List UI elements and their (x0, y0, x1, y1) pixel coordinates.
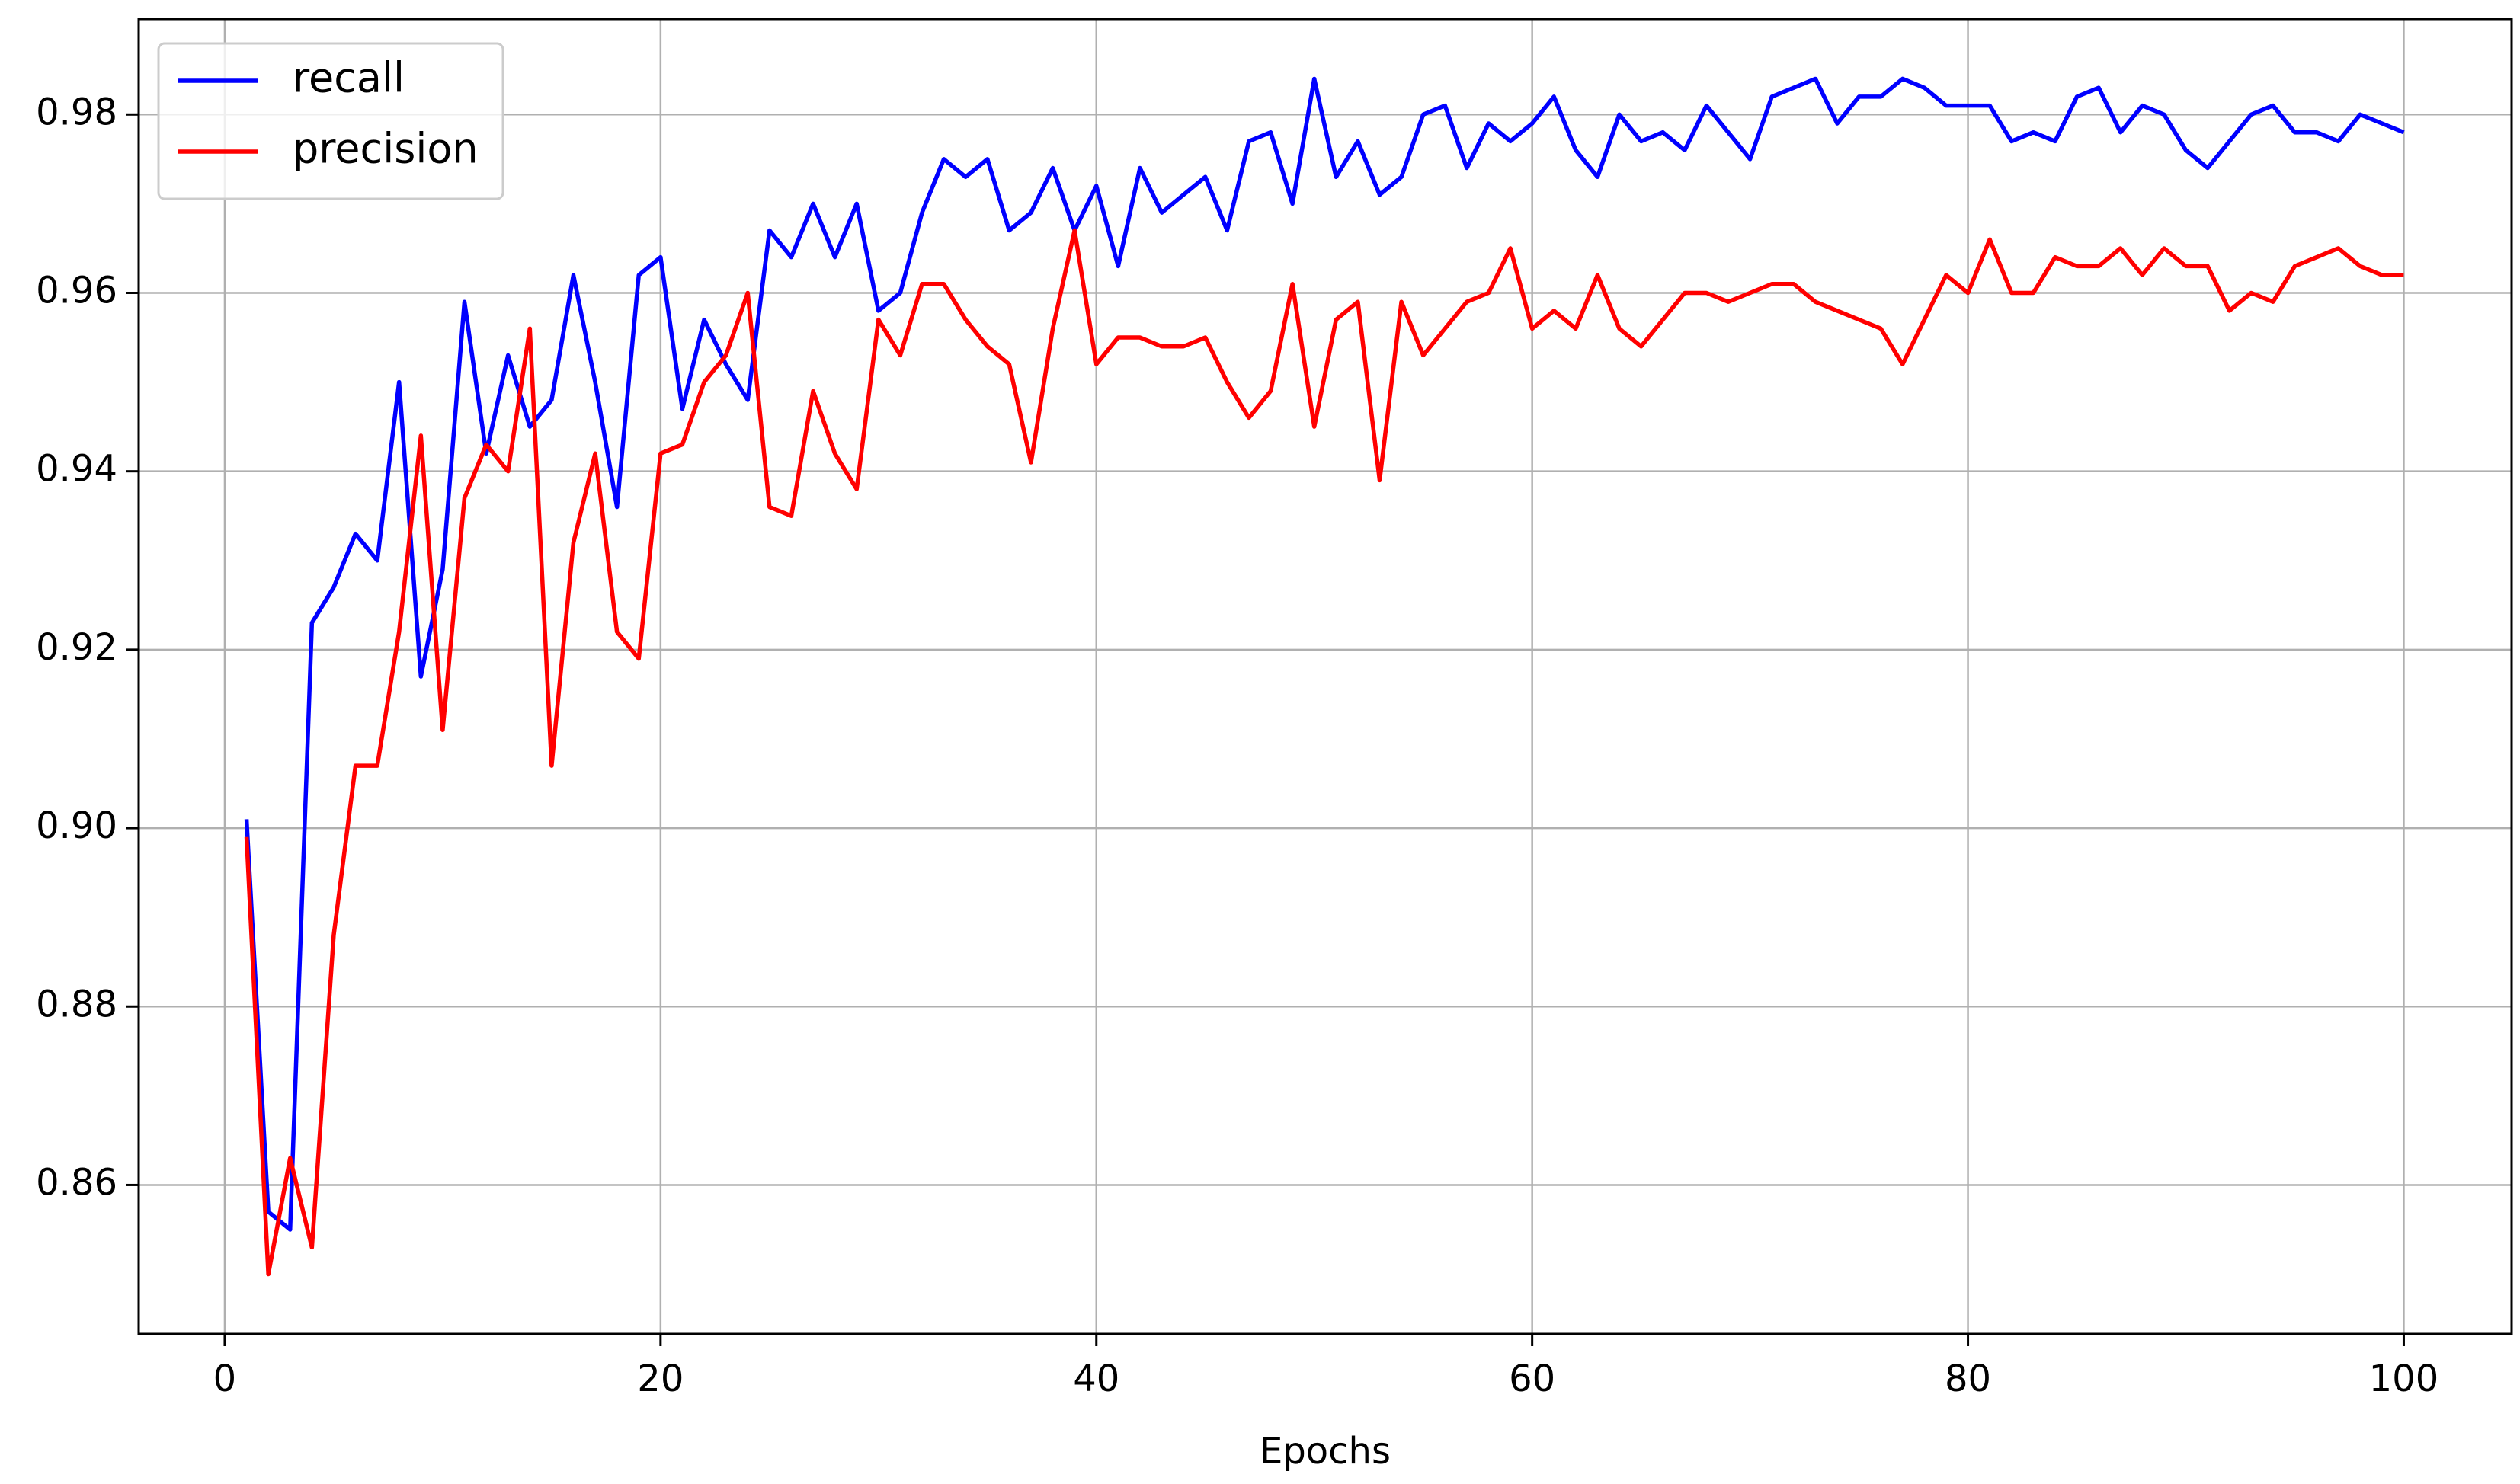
series-line (244, 228, 2404, 1277)
plot-lines (244, 76, 2405, 1277)
x-tick-label: 100 (2369, 1358, 2439, 1400)
legend-label: precision (293, 125, 479, 173)
y-tick-label: 0.92 (36, 626, 117, 669)
x-tick-label: 0 (213, 1358, 237, 1400)
legend-label: recall (293, 54, 405, 102)
x-tick-label: 40 (1073, 1358, 1119, 1400)
plot-frame (137, 18, 2513, 1335)
x-tick-label: 80 (1945, 1358, 1991, 1400)
y-tick-label: 0.86 (36, 1161, 117, 1204)
y-tick-label: 0.98 (36, 91, 117, 133)
y-tick-label: 0.96 (36, 269, 117, 312)
y-tick-label: 0.88 (36, 983, 117, 1025)
series-line (244, 76, 2405, 1232)
legend: recall precision (157, 42, 504, 200)
x-axis-label: Epochs (1260, 1430, 1391, 1473)
grid (139, 19, 2512, 1334)
y-tick-label: 0.90 (36, 804, 117, 847)
ticks: 0.86 0.88 0.90 0.92 0.94 0.96 0.98 0 20 40 60 80 100 (36, 91, 2438, 1400)
x-tick-label: 20 (637, 1358, 684, 1400)
x-tick-label: 60 (1509, 1358, 1555, 1400)
y-tick-label: 0.94 (36, 448, 117, 491)
